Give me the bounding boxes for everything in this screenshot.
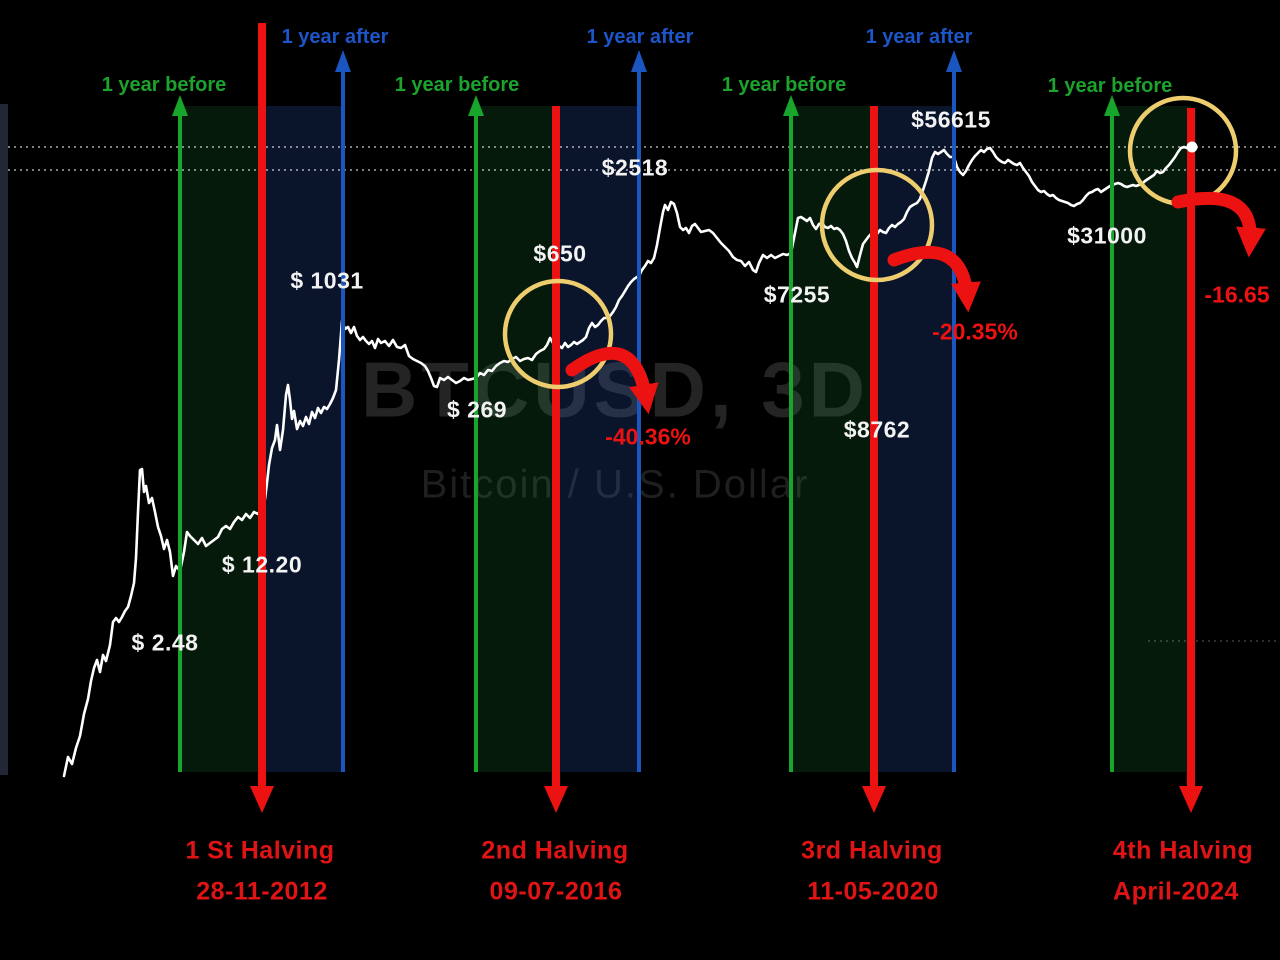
watermark-name: Bitcoin / U.S. Dollar: [421, 462, 810, 507]
price-label-h1-at: $ 12.20: [221, 551, 303, 578]
price-label-h1-before: $ 2.48: [131, 629, 199, 656]
left-axis-strip: [0, 104, 8, 775]
price-label-h2-at: $650: [533, 240, 587, 267]
price-label-h3-at: $8762: [843, 416, 911, 443]
drawdown-label-h3: -20.35%: [932, 318, 1018, 345]
halving-arrowhead-1: [250, 786, 274, 813]
price-label-h3-after: $56615: [911, 106, 991, 133]
year-before-arrowhead-4: [1104, 95, 1120, 116]
region-before-2: [476, 106, 556, 772]
label-year-before-4: 1 year before: [1047, 75, 1173, 97]
label-year-after-3: 1 year after: [865, 26, 973, 48]
halving-date-4: April-2024: [1113, 877, 1239, 906]
label-year-after-1: 1 year after: [281, 26, 389, 48]
price-label-h2-before: $ 269: [446, 396, 508, 423]
price-label-h2-after: $2518: [601, 154, 669, 181]
year-after-arrowhead-3: [946, 50, 962, 72]
drawdown-arrow-4: [1171, 192, 1266, 258]
halving-date-2: 09-07-2016: [489, 877, 623, 906]
price-label-h3-before: $7255: [763, 281, 831, 308]
halving-arrowhead-3: [862, 786, 886, 813]
highlight-circle-3: [819, 167, 935, 283]
drawdown-label-h4: -16.65: [1204, 281, 1270, 308]
watermark-symbol: BTCUSD, 3D: [361, 345, 869, 436]
label-year-before-1: 1 year before: [101, 74, 227, 96]
halving-title-3: 3rd Halving: [801, 836, 943, 865]
year-after-arrowhead-2: [631, 50, 647, 72]
label-year-before-2: 1 year before: [394, 74, 520, 96]
year-after-arrowhead-1: [335, 50, 351, 72]
region-after-3: [874, 106, 954, 772]
label-year-after-2: 1 year after: [586, 26, 694, 48]
halving-title-1: 1 St Halving: [185, 836, 335, 865]
region-before-1: [180, 106, 262, 772]
halving-date-1: 28-11-2012: [196, 877, 328, 906]
price-label-h1-after: $ 1031: [290, 267, 364, 294]
year-before-arrowhead-2: [468, 95, 484, 116]
drawdown-label-h2: -40.36%: [605, 423, 691, 450]
halving-arrowhead-4: [1179, 786, 1203, 813]
drawdown-arrow-2: [565, 346, 659, 415]
label-year-before-3: 1 year before: [721, 74, 847, 96]
price-label-h4-before: $31000: [1067, 222, 1147, 249]
halving-title-2: 2nd Halving: [481, 836, 629, 865]
halving-arrowhead-2: [544, 786, 568, 813]
halving-date-3: 11-05-2020: [807, 877, 939, 906]
region-before-4: [1112, 106, 1191, 772]
region-after-2: [556, 106, 639, 772]
region-before-3: [791, 106, 874, 772]
price-end-dot: [1186, 141, 1198, 153]
halving-title-4: 4th Halving: [1112, 836, 1254, 865]
drawdown-arrow-3: [887, 245, 981, 313]
year-before-arrowhead-3: [783, 95, 799, 116]
highlight-circle-2: [502, 278, 614, 390]
year-before-arrowhead-1: [172, 95, 188, 116]
